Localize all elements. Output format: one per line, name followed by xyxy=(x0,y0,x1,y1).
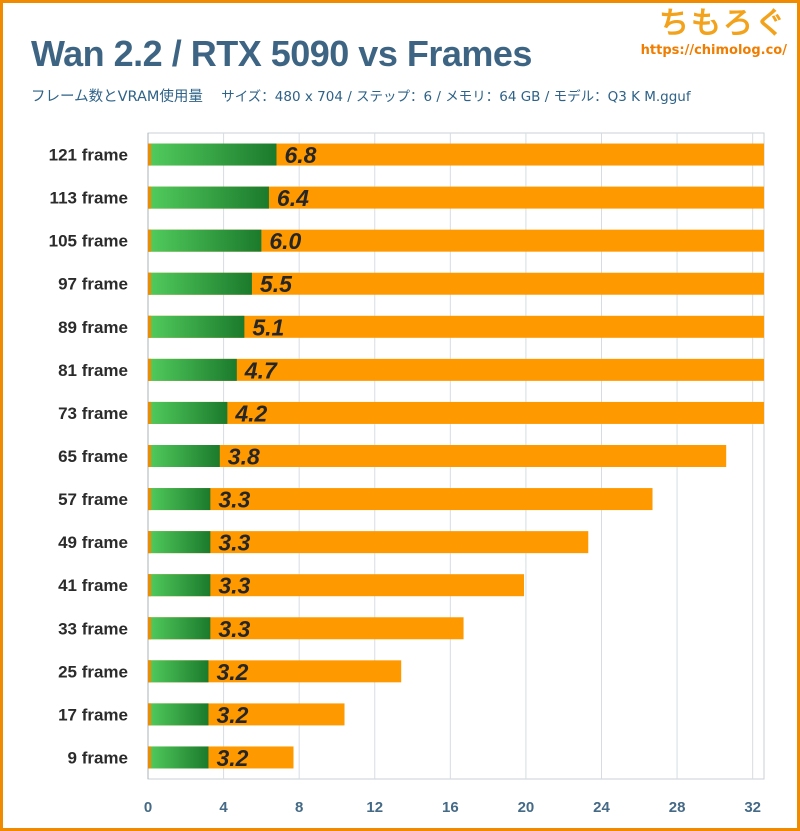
bar-segment-green xyxy=(148,272,252,295)
bar-start-marker xyxy=(148,746,151,769)
bar-segment-green xyxy=(148,358,237,381)
x-tick-label: 16 xyxy=(442,799,459,816)
category-label: 57 frame xyxy=(58,490,128,509)
data-label: 4.2 xyxy=(234,400,267,426)
bar-start-marker xyxy=(148,315,151,338)
bar-segment-green xyxy=(148,617,211,640)
bar-segment-orange xyxy=(148,445,727,467)
x-tick-label: 0 xyxy=(144,799,152,816)
bar-segment-orange xyxy=(148,229,764,252)
bar-segment-orange xyxy=(148,531,589,554)
x-tick-label: 4 xyxy=(219,799,228,816)
bar-start-marker xyxy=(148,229,151,252)
bar-start-marker xyxy=(148,401,151,424)
category-label: 17 frame xyxy=(58,705,128,724)
data-label: 5.1 xyxy=(252,314,284,340)
x-tick-label: 28 xyxy=(669,799,686,816)
chart-title: Wan 2.2 / RTX 5090 vs Frames xyxy=(31,33,532,74)
category-label: 33 frame xyxy=(58,619,128,638)
x-tick-label: 8 xyxy=(295,799,303,816)
brand-name: ちもろぐ xyxy=(659,6,787,41)
x-tick-label: 20 xyxy=(518,799,535,816)
bars xyxy=(148,143,764,769)
bar-start-marker xyxy=(148,272,151,295)
bar-segment-orange xyxy=(148,358,764,381)
category-label: 73 frame xyxy=(58,404,128,423)
data-label: 3.3 xyxy=(218,530,250,556)
bar-start-marker xyxy=(148,531,151,554)
bar-segment-green xyxy=(148,488,211,511)
brand-url: https://chimolog.co/ xyxy=(640,43,787,58)
x-tick-label: 12 xyxy=(366,799,383,816)
data-label: 5.5 xyxy=(260,271,293,297)
bar-start-marker xyxy=(148,703,151,726)
bar-start-marker xyxy=(148,143,151,166)
x-tick-label: 24 xyxy=(593,799,610,816)
bar-segment-green xyxy=(148,445,220,467)
category-label: 9 frame xyxy=(68,748,128,767)
bar-segment-green xyxy=(148,746,209,769)
bar-segment-green xyxy=(148,703,209,726)
bar-segment-green xyxy=(148,531,211,554)
bar-segment-orange xyxy=(148,488,653,511)
brand-logo: ちもろぐ https://chimolog.co/ xyxy=(641,5,787,59)
data-label: 3.3 xyxy=(218,616,250,642)
category-label: 89 frame xyxy=(58,318,128,337)
category-label: 41 frame xyxy=(58,576,128,595)
bar-segment-orange xyxy=(148,617,464,640)
bar-segment-orange xyxy=(148,574,525,597)
bar-segment-green xyxy=(148,143,277,166)
bar-start-marker xyxy=(148,488,151,511)
category-label: 105 frame xyxy=(49,232,128,251)
category-labels: 121 frame 113 frame 105 frame 97 frame 89 fr… xyxy=(49,146,128,768)
data-label: 3.8 xyxy=(228,444,260,470)
bar-segment-orange xyxy=(148,315,764,338)
bar-segment-orange xyxy=(148,660,402,683)
bar-segment-orange xyxy=(148,186,764,209)
bar-segment-green xyxy=(148,315,245,338)
bar-start-marker xyxy=(148,574,151,597)
category-label: 97 frame xyxy=(58,275,128,294)
x-tick-label: 32 xyxy=(744,799,761,816)
bar-segment-orange xyxy=(148,272,764,295)
bar-segment-orange xyxy=(148,401,764,424)
data-label: 3.3 xyxy=(218,573,250,599)
category-label: 25 frame xyxy=(58,662,128,681)
category-label: 113 frame xyxy=(50,189,128,208)
subtitle-main: フレーム数とVRAM使用量 xyxy=(31,89,203,105)
bar-segment-green xyxy=(148,574,211,597)
data-label: 3.2 xyxy=(216,659,248,685)
subtitle-meta: サイズ：480 x 704 / ステップ：6 / メモリ：64 GB / モデル… xyxy=(221,89,691,105)
bar-start-marker xyxy=(148,445,151,467)
bar-start-marker xyxy=(148,186,151,209)
bar-start-marker xyxy=(148,660,151,683)
data-label: 3.2 xyxy=(216,702,248,728)
data-label: 3.2 xyxy=(216,745,248,771)
category-label: 81 frame xyxy=(58,361,128,380)
category-label: 65 frame xyxy=(58,447,128,466)
bar-segment-green xyxy=(148,229,262,252)
data-label: 6.4 xyxy=(277,185,309,211)
bar-start-marker xyxy=(148,358,151,381)
chart-subtitle: フレーム数とVRAM使用量 サイズ：480 x 704 / ステップ：6 / メ… xyxy=(31,85,691,106)
category-label: 121 frame xyxy=(49,146,128,165)
bar-segment-green xyxy=(148,660,209,683)
x-tick-labels: 0 4 8 12 16 20 24 28 32 xyxy=(144,799,761,816)
data-label: 3.3 xyxy=(218,487,250,513)
data-label: 6.0 xyxy=(269,228,301,254)
bar-start-marker xyxy=(148,617,151,640)
data-label: 6.8 xyxy=(284,142,316,168)
bar-segment-green xyxy=(148,401,228,424)
data-labels: 6.8 6.4 6.0 5.5 5.1 4.7 4.2 3.8 3.3 3.3 3.3 3.3 3.2 3… xyxy=(216,142,316,771)
bar-segment-green xyxy=(148,186,269,209)
bar-segment-orange xyxy=(148,143,764,166)
data-label: 4.7 xyxy=(244,357,278,383)
category-label: 49 frame xyxy=(58,533,128,552)
